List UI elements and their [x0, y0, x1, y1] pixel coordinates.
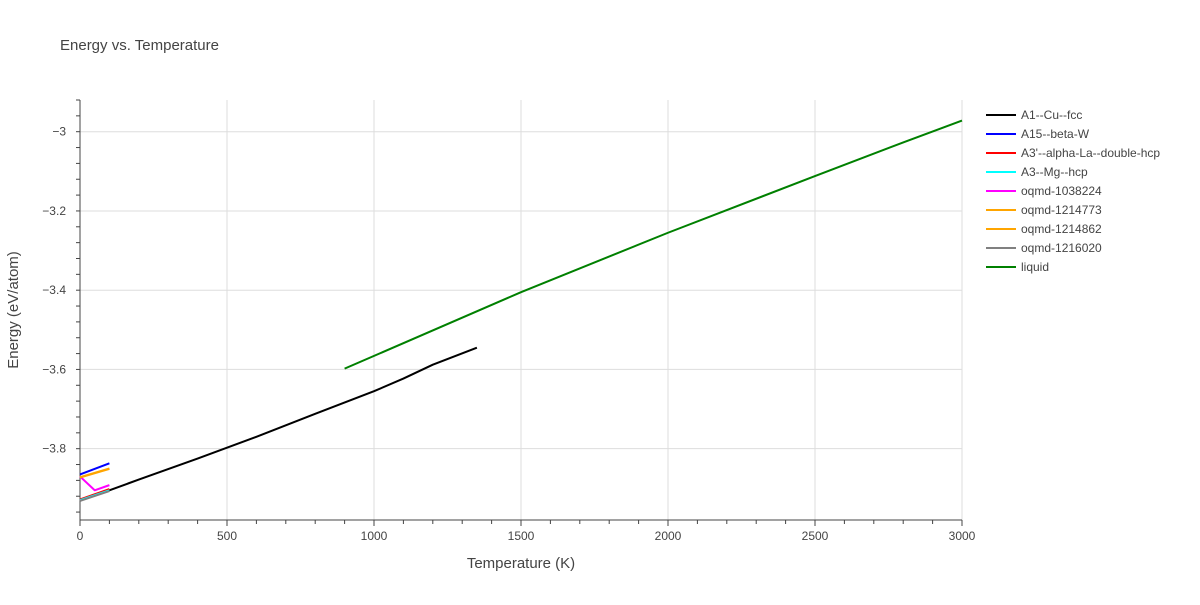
- legend-label: oqmd-1214773: [1021, 203, 1102, 217]
- legend-label: oqmd-1214862: [1021, 222, 1102, 236]
- series-line-liquid: [344, 119, 963, 370]
- legend-item[interactable]: oqmd-1038224: [986, 184, 1102, 198]
- series-line-oqmd-1216020: [79, 490, 110, 502]
- legend[interactable]: A1--Cu--fcc A15--beta-W A3'--alpha-La--dou…: [986, 108, 1160, 274]
- series-line-a1-cu-fcc: [79, 346, 478, 502]
- x-tick-label: 1500: [508, 529, 535, 543]
- series-line-oqmd-1214862: [79, 467, 110, 479]
- x-tick-label: 2500: [802, 529, 829, 543]
- legend-item[interactable]: A3'--alpha-La--double-hcp: [986, 146, 1160, 160]
- y-tick-label: −3.6: [42, 362, 66, 376]
- legend-label: A3'--alpha-La--double-hcp: [1021, 146, 1160, 160]
- x-tick-label: 0: [77, 529, 84, 543]
- legend-label: liquid: [1021, 260, 1049, 274]
- chart-title: Energy vs. Temperature: [60, 37, 219, 54]
- axes: [76, 99, 963, 526]
- x-tick-label: 3000: [949, 529, 976, 543]
- grid-lines: [80, 100, 963, 520]
- legend-item[interactable]: A3--Mg--hcp: [986, 165, 1088, 179]
- legend-label: oqmd-1216020: [1021, 241, 1102, 255]
- legend-item[interactable]: A15--beta-W: [986, 127, 1090, 141]
- y-tick-label: −3.8: [42, 442, 66, 456]
- legend-label: A3--Mg--hcp: [1021, 165, 1088, 179]
- y-tick-label: −3: [52, 125, 66, 139]
- legend-item[interactable]: A1--Cu--fcc: [986, 108, 1082, 122]
- legend-label: A1--Cu--fcc: [1021, 108, 1082, 122]
- x-axis-label: Temperature (K): [467, 555, 575, 572]
- legend-item[interactable]: oqmd-1214773: [986, 203, 1102, 217]
- legend-label: oqmd-1038224: [1021, 184, 1102, 198]
- x-tick-label: 1000: [361, 529, 388, 543]
- x-tick-label: 2000: [655, 529, 682, 543]
- legend-item[interactable]: liquid: [986, 260, 1049, 274]
- series-lines: [79, 119, 963, 502]
- y-axis-label: Energy (eV/atom): [5, 251, 22, 369]
- x-tick-label: 500: [217, 529, 237, 543]
- legend-label: A15--beta-W: [1021, 127, 1090, 141]
- series-line-oqmd-1038224: [79, 475, 110, 492]
- y-tick-label: −3.4: [42, 283, 66, 297]
- x-tick-labels: 0 500 1000 1500 2000 2500 3000: [77, 529, 976, 543]
- y-tick-labels: −3.8 −3.6 −3.4 −3.2 −3: [42, 125, 66, 456]
- legend-item[interactable]: oqmd-1216020: [986, 241, 1102, 255]
- y-tick-label: −3.2: [42, 204, 66, 218]
- legend-item[interactable]: oqmd-1214862: [986, 222, 1102, 236]
- series-line-a15-beta-w: [79, 462, 110, 476]
